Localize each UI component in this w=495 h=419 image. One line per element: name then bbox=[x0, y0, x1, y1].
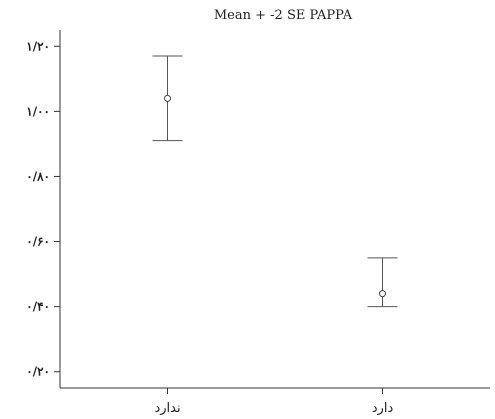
x-axis-ticks: ندارد دارد bbox=[154, 388, 393, 416]
y-tick-label: ۱/۲۰ bbox=[26, 39, 50, 53]
y-tick-label: ۱/۰۰ bbox=[26, 104, 50, 118]
y-tick-label: ۰/۴۰ bbox=[26, 300, 50, 314]
y-tick-label: ۰/۸۰ bbox=[26, 169, 50, 183]
x-tick-label: دارد bbox=[372, 401, 394, 416]
error-bar-1 bbox=[152, 55, 183, 142]
axes bbox=[59, 30, 490, 389]
chart-title: Mean + -2 SE PAPPA bbox=[214, 8, 353, 23]
mean-point bbox=[164, 94, 171, 102]
y-axis-ticks: ۰/۲۰ ۰/۴۰ ۰/۶۰ ۰/۸۰ ۱/۰۰ ۱/۲۰ bbox=[26, 39, 60, 379]
y-tick-label: ۰/۶۰ bbox=[26, 235, 50, 249]
error-bar-2 bbox=[367, 257, 398, 308]
y-tick-label: ۰/۲۰ bbox=[26, 365, 50, 379]
mean-point bbox=[379, 290, 386, 298]
error-bars bbox=[152, 55, 398, 308]
x-tick-label: ندارد bbox=[154, 401, 180, 416]
